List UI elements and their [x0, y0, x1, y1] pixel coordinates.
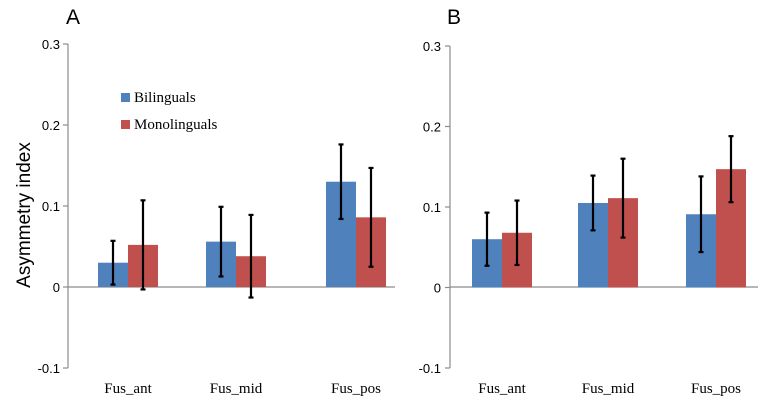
x-category-label: Fus_pos: [331, 381, 381, 397]
y-tick-label: 0.1: [42, 199, 60, 214]
x-category-label: Fus_pos: [691, 381, 741, 397]
panel-a-y-ticks: -0.1 0 0.1 0.2 0.3: [38, 37, 68, 376]
panel-a: A -0.1 0 0.1 0.2 0.3 Fus_ant Fus_mid Fus_pos B…: [38, 6, 395, 397]
y-tick-label: 0.3: [42, 37, 60, 52]
y-tick-label: 0.1: [423, 200, 441, 215]
y-tick-label: -0.1: [419, 361, 441, 376]
panel-a-x-labels: Fus_ant Fus_mid Fus_pos: [104, 381, 381, 397]
panel-b-label: B: [447, 6, 461, 29]
panel-b-y-ticks: -0.1 0 0.1 0.2 0.3: [419, 39, 450, 376]
y-tick-label: -0.1: [38, 361, 60, 376]
panel-a-error-bars: [110, 143, 374, 299]
y-tick-label: 0: [53, 280, 60, 295]
legend-label-monolinguals: Monolinguals: [134, 117, 217, 133]
y-tick-label: 0.2: [42, 118, 60, 133]
x-category-label: Fus_ant: [478, 381, 526, 397]
y-tick-label: 0.3: [423, 39, 441, 54]
y-tick-label: 0.2: [423, 120, 441, 135]
y-tick-label: 0: [434, 281, 441, 296]
panel-a-bars: [98, 181, 386, 287]
legend-swatch-bilinguals: [121, 93, 130, 102]
panel-b-error-bars: [484, 135, 734, 267]
panel-b-x-labels: Fus_ant Fus_mid Fus_pos: [478, 381, 741, 397]
x-category-label: Fus_mid: [582, 381, 635, 397]
x-category-label: Fus_ant: [104, 381, 152, 397]
legend-label-bilinguals: Bilinguals: [134, 90, 196, 106]
panel-a-label: A: [66, 6, 80, 29]
panel-b-bars: [472, 169, 746, 288]
legend: Bilinguals Monolinguals: [121, 90, 217, 133]
panel-b: B -0.1 0 0.1 0.2 0.3 Fus_ant Fus_mid Fus_pos: [419, 6, 758, 397]
x-category-label: Fus_mid: [210, 381, 263, 397]
legend-swatch-monolinguals: [121, 120, 130, 129]
y-axis-title: Asymmetry index: [14, 142, 35, 288]
